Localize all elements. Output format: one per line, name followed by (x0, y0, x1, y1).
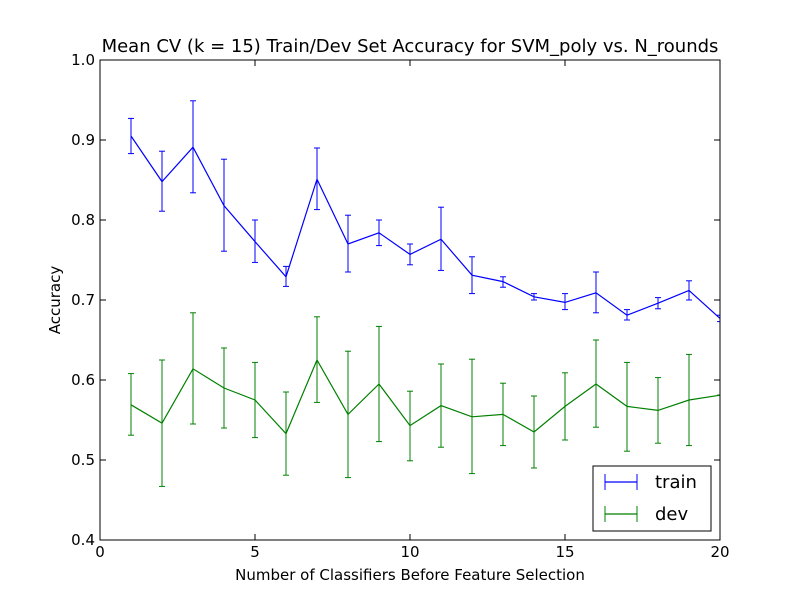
y-tick-label: 0.9 (71, 131, 95, 149)
y-tick-label: 0.6 (71, 371, 95, 389)
legend-box (592, 465, 712, 532)
y-tick-label: 0.7 (71, 291, 95, 309)
x-tick-label: 0 (95, 543, 105, 561)
x-tick-label: 10 (400, 543, 419, 561)
y-tick-label: 0.5 (71, 451, 95, 469)
legend-label: dev (655, 504, 689, 525)
series-train (128, 100, 720, 323)
x-tick-label: 5 (250, 543, 260, 561)
legend-entry-dev: dev (604, 504, 689, 525)
x-axis-label: Number of Classifiers Before Feature Sel… (235, 566, 585, 584)
y-tick-label: 0.4 (71, 531, 95, 549)
x-tick-label: 15 (555, 543, 574, 561)
ticks-layer: 0 5 10 15 20 0.4 0.5 0.6 0.7 0.8 0.9 1.0 (71, 51, 729, 561)
train-line (130, 135, 720, 319)
dev-line (130, 358, 720, 435)
legend: train dev (592, 465, 712, 532)
legend-label: train (655, 472, 697, 493)
y-axis-label: Accuracy (46, 266, 64, 335)
y-tick-label: 1.0 (71, 51, 95, 69)
y-tick-label: 0.8 (71, 211, 95, 229)
legend-entry-train: train (604, 472, 697, 493)
series-layer (128, 100, 720, 487)
series-dev (128, 312, 720, 487)
x-tick-label: 20 (710, 543, 729, 561)
chart-title: Mean CV (k = 15) Train/Dev Set Accuracy … (102, 36, 719, 57)
